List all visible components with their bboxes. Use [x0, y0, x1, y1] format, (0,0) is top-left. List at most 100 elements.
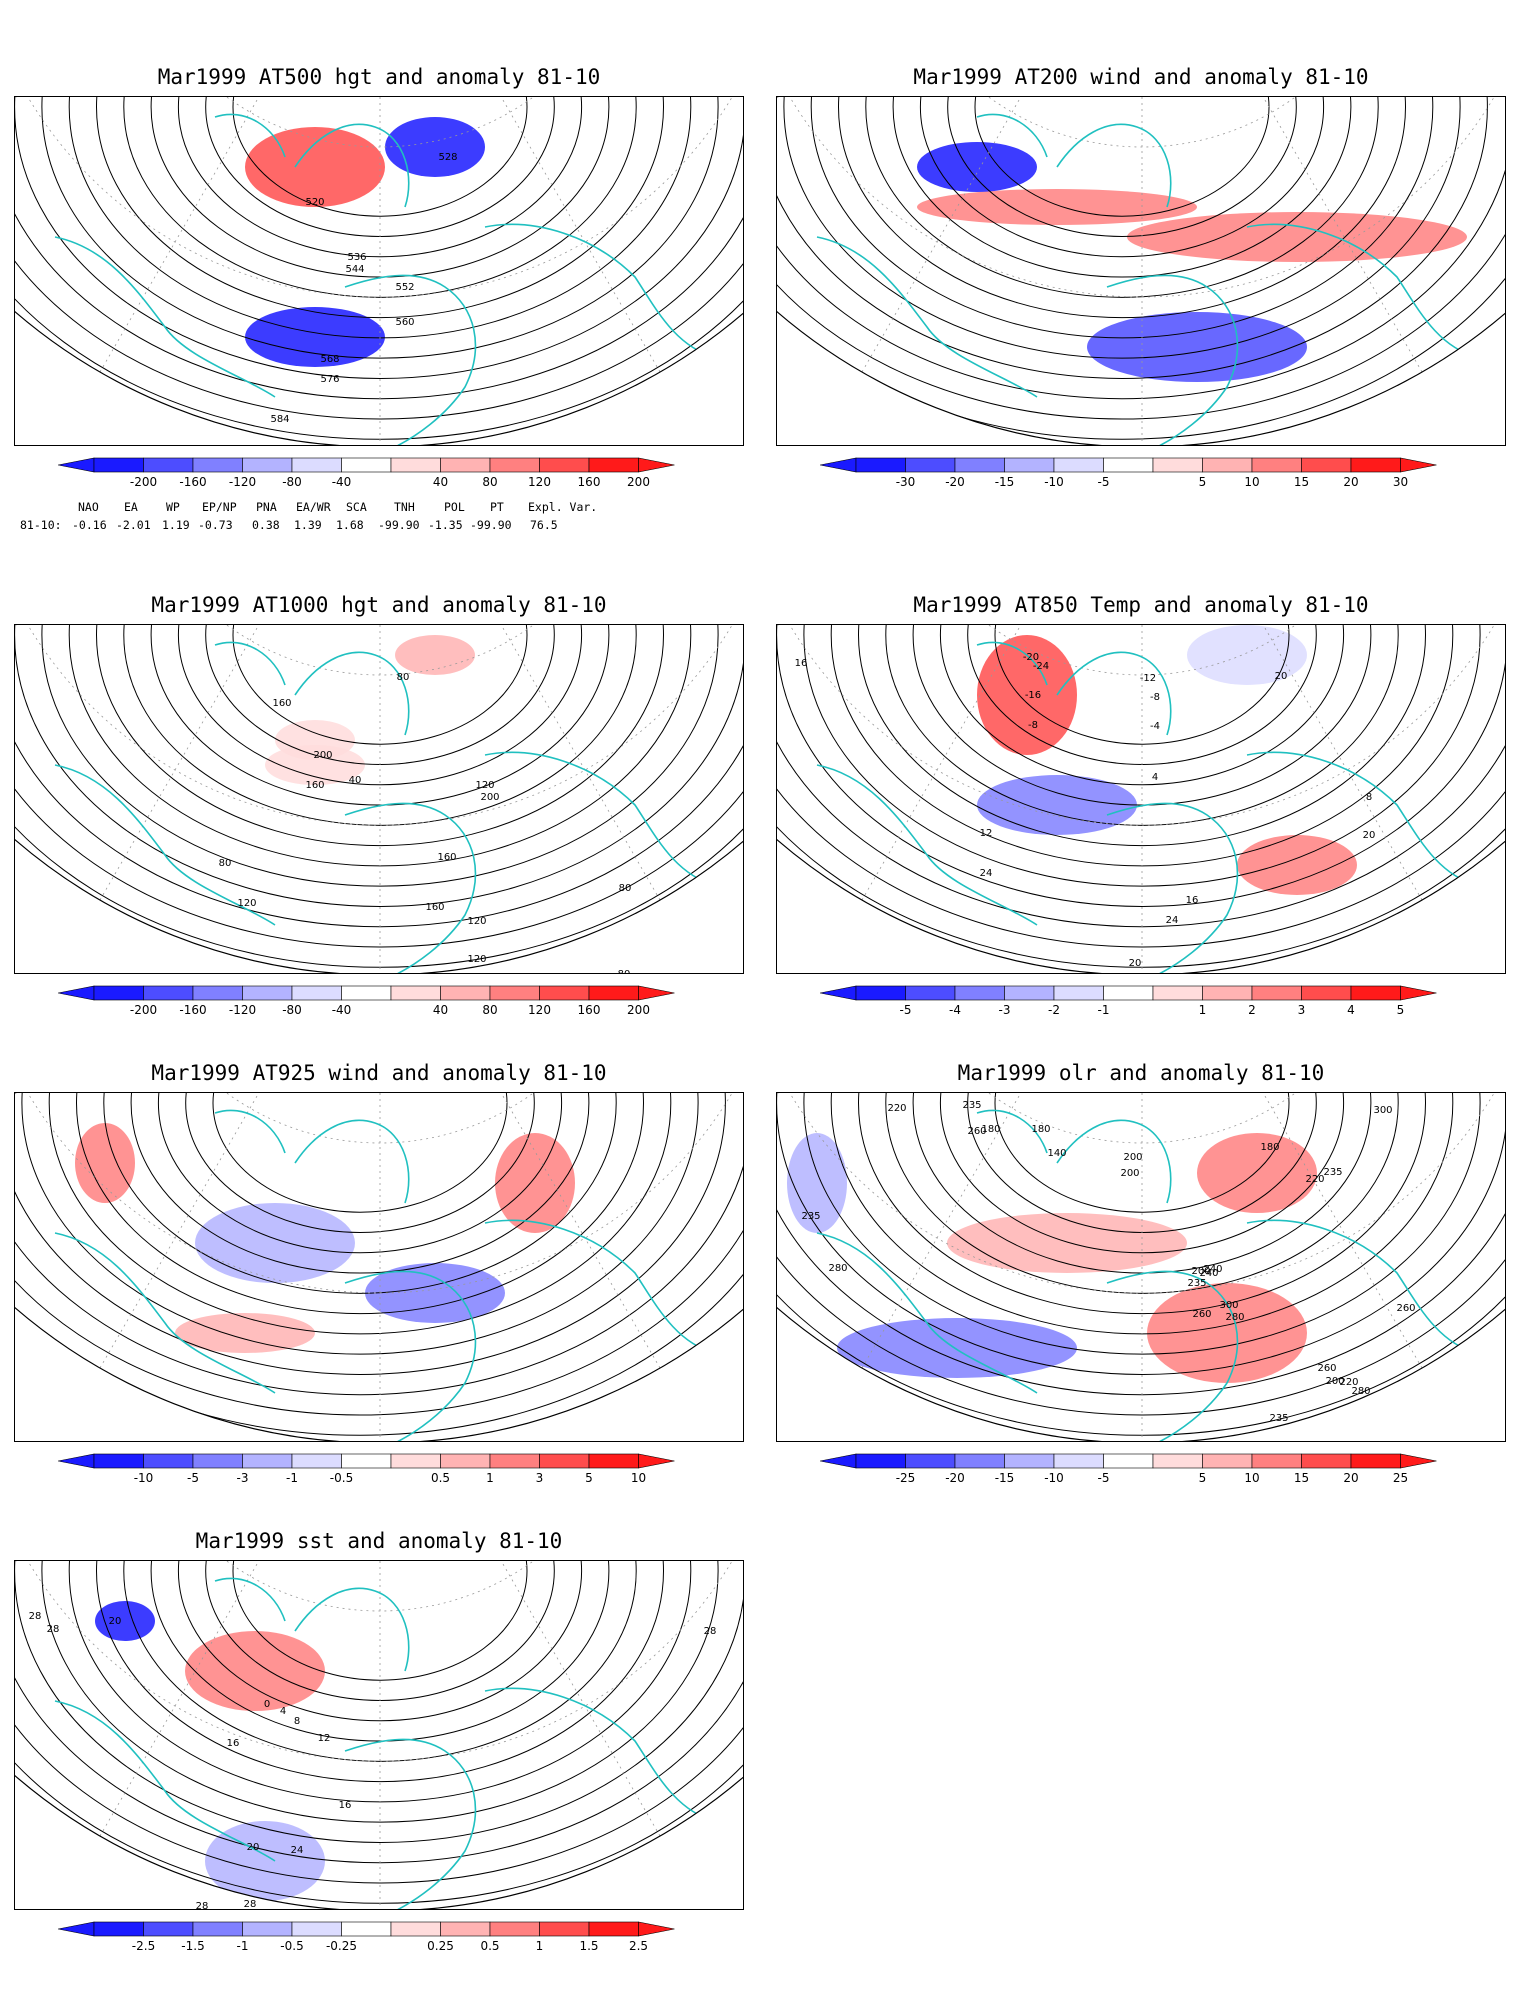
negative-anomaly [1087, 312, 1307, 382]
colorbar-swatch [1103, 457, 1154, 473]
colorbar-swatch [489, 1921, 540, 1937]
colorbar-tick-label: -160 [179, 475, 207, 489]
contour-label: 200 [313, 750, 332, 761]
contour-label: 120 [467, 954, 486, 965]
coastline [484, 1687, 716, 1822]
colorbar-swatch [588, 985, 639, 1001]
tele-header: NAO [78, 500, 99, 514]
contour-line [783, 97, 1461, 359]
colorbar-swatch [440, 1453, 491, 1469]
colorbar-tick-label: -5 [1097, 475, 1110, 489]
contour-label: -4 [1150, 721, 1160, 732]
colorbar-swatches [820, 457, 1437, 473]
contour-line [96, 625, 664, 847]
coastline [294, 123, 410, 208]
colorbar-swatch [242, 1921, 293, 1937]
contour-line [994, 625, 1290, 745]
contour-label: 260 [1396, 1303, 1415, 1314]
colorbar-tick-label: 0.5 [480, 1939, 500, 1953]
meridian-line [379, 1561, 661, 1837]
colorbar-swatch [1251, 1453, 1302, 1469]
colorbar: -25 -20 -15 -10 -5 5 10 15 20 25 [820, 1452, 1480, 1486]
colorbar-swatches [820, 1453, 1437, 1469]
positive-anomaly [947, 1213, 1187, 1273]
tele-value: -0.16 [72, 518, 107, 532]
tele-value: -2.01 [116, 518, 151, 532]
colorbar-swatch [93, 1453, 144, 1469]
colorbar-swatch [143, 457, 194, 473]
contour-label: 8 [1366, 792, 1372, 803]
contour-line [777, 97, 1505, 420]
tele-value: -0.73 [198, 518, 233, 532]
contour-label: 8 [294, 1716, 300, 1727]
contour-label: 160 [437, 852, 456, 863]
contour-label: 260 [1192, 1309, 1211, 1320]
colorbar-tick-label: -1 [1097, 1003, 1110, 1017]
tele-value: 76.5 [530, 518, 558, 532]
panel-title: Mar1999 sst and anomaly 81-10 [195, 1529, 563, 1553]
colorbar-tick-label: 20 [1343, 475, 1359, 489]
coastline [54, 1700, 276, 1862]
colorbar-swatch [341, 985, 392, 1001]
colorbar-swatch [143, 1453, 194, 1469]
colorbar-swatch [588, 1921, 639, 1937]
colorbar-swatch [954, 457, 1005, 473]
positive-anomaly [917, 189, 1197, 225]
colorbar-swatch [440, 1921, 491, 1937]
positive-anomaly [175, 1313, 315, 1353]
colorbar-swatch [341, 457, 392, 473]
contour-label: 240 [1199, 1268, 1218, 1279]
panel-title: Mar1999 olr and anomaly 81-10 [957, 1061, 1325, 1085]
tele-header: POL [444, 500, 465, 514]
contour-line [803, 625, 1481, 887]
colorbar-swatch [440, 457, 491, 473]
coastline [294, 1587, 410, 1672]
contour-line [777, 97, 1505, 445]
colorbar-arrow-left [820, 985, 857, 1001]
contour-label: 28 [244, 1899, 257, 1910]
contour-label: 235 [1323, 1167, 1342, 1178]
contour-label: 120 [237, 898, 256, 909]
colorbar-swatch [1053, 457, 1104, 473]
map-field [15, 1093, 743, 1441]
colorbar-swatches [58, 1453, 675, 1469]
coastline [1106, 274, 1239, 445]
colorbar-tick-label: 5 [1198, 1471, 1207, 1485]
colorbar-swatch [1004, 1453, 1055, 1469]
contour-label: 12 [980, 828, 993, 839]
contour-line [15, 625, 743, 928]
colorbar-swatch [1251, 985, 1302, 1001]
contour-label: 120 [467, 916, 486, 927]
panel-title: Mar1999 AT500 hgt and anomaly 81-10 [157, 65, 601, 89]
coastline [1246, 223, 1478, 358]
contour-label: 24 [1166, 915, 1179, 926]
colorbar-swatch [1301, 985, 1352, 1001]
contour-label: 12 [318, 1733, 331, 1744]
contour-label: 520 [305, 197, 324, 208]
contour-line [232, 625, 528, 745]
colorbar-tick-label: -160 [179, 1003, 207, 1017]
colorbar-swatch [905, 457, 956, 473]
positive-anomaly [185, 1631, 325, 1711]
contour-label: 80 [397, 672, 410, 683]
colorbar-tick-label: -2 [1048, 1003, 1060, 1017]
coastline [976, 113, 1048, 158]
contour-label: 80 [219, 858, 232, 869]
contour-label: 528 [438, 152, 457, 163]
contour-line [96, 97, 664, 319]
coastline [294, 651, 410, 736]
colorbar: -10 -5 -3 -1 -0.5 0.5 1 3 5 10 [58, 1452, 718, 1486]
contour-line [15, 1093, 743, 1416]
contour-label: 544 [345, 264, 364, 275]
colorbar-tick-label: 30 [1392, 475, 1409, 489]
contour-label: -8 [1150, 692, 1160, 703]
tele-header-row: NAO EA WP EP/NP PNA EA/WR SCA TNH POL PT Expl. Var… [20, 500, 720, 518]
contour-line [858, 1093, 1426, 1315]
colorbar-swatch [1053, 1453, 1104, 1469]
contour-line [777, 625, 1505, 928]
contour-label: -24 [1033, 661, 1049, 672]
contour-label: -12 [1140, 673, 1156, 684]
colorbar-swatch [242, 457, 293, 473]
tele-header: Expl. Var. [528, 500, 598, 514]
